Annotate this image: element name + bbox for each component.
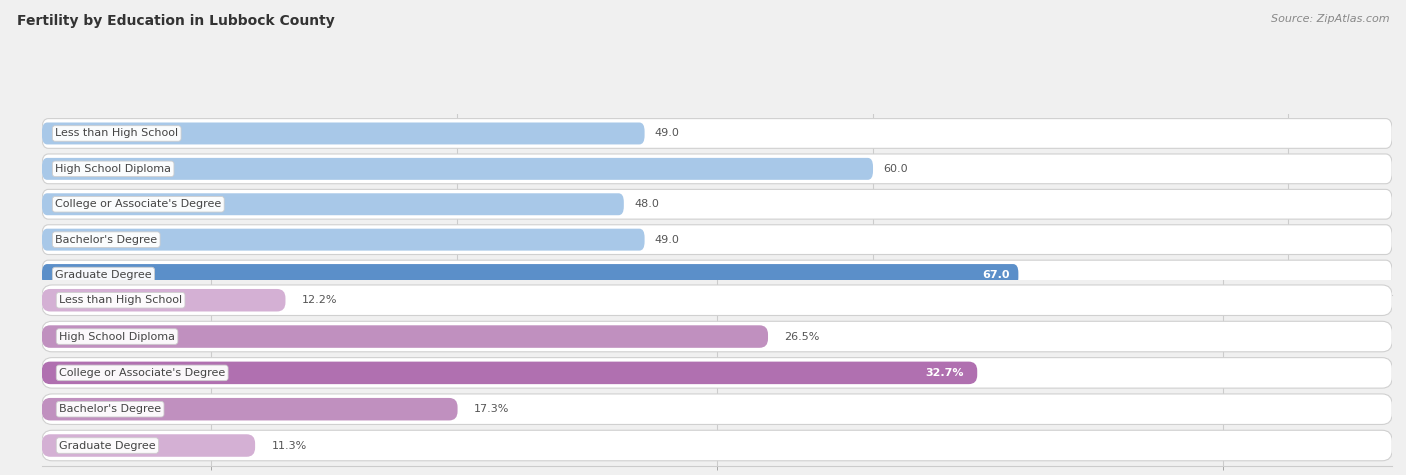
Text: College or Associate's Degree: College or Associate's Degree (55, 199, 221, 209)
FancyBboxPatch shape (42, 158, 873, 180)
FancyBboxPatch shape (42, 358, 1392, 388)
Text: Graduate Degree: Graduate Degree (59, 440, 156, 450)
Text: Bachelor's Degree: Bachelor's Degree (55, 235, 157, 245)
Text: Source: ZipAtlas.com: Source: ZipAtlas.com (1271, 14, 1389, 24)
Text: 60.0: 60.0 (883, 164, 908, 174)
Text: 11.3%: 11.3% (271, 440, 307, 450)
FancyBboxPatch shape (42, 321, 1392, 352)
FancyBboxPatch shape (42, 260, 1392, 290)
FancyBboxPatch shape (42, 264, 1018, 286)
Text: High School Diploma: High School Diploma (55, 164, 172, 174)
Text: Fertility by Education in Lubbock County: Fertility by Education in Lubbock County (17, 14, 335, 28)
Text: College or Associate's Degree: College or Associate's Degree (59, 368, 225, 378)
Text: Less than High School: Less than High School (59, 295, 183, 305)
Text: High School Diploma: High School Diploma (59, 332, 176, 342)
Text: 48.0: 48.0 (634, 199, 659, 209)
FancyBboxPatch shape (42, 361, 977, 384)
FancyBboxPatch shape (42, 190, 1392, 219)
Text: 32.7%: 32.7% (925, 368, 963, 378)
FancyBboxPatch shape (42, 123, 644, 144)
FancyBboxPatch shape (42, 394, 1392, 425)
Text: 17.3%: 17.3% (474, 404, 509, 414)
FancyBboxPatch shape (42, 289, 285, 312)
Text: 49.0: 49.0 (655, 235, 679, 245)
FancyBboxPatch shape (42, 193, 624, 215)
Text: 26.5%: 26.5% (785, 332, 820, 342)
FancyBboxPatch shape (42, 434, 254, 457)
FancyBboxPatch shape (42, 228, 644, 251)
FancyBboxPatch shape (42, 285, 1392, 315)
Text: 12.2%: 12.2% (302, 295, 337, 305)
Text: Graduate Degree: Graduate Degree (55, 270, 152, 280)
Text: Less than High School: Less than High School (55, 128, 179, 139)
Text: Bachelor's Degree: Bachelor's Degree (59, 404, 162, 414)
Text: 49.0: 49.0 (655, 128, 679, 139)
FancyBboxPatch shape (42, 154, 1392, 184)
FancyBboxPatch shape (42, 398, 457, 420)
FancyBboxPatch shape (42, 325, 768, 348)
FancyBboxPatch shape (42, 119, 1392, 148)
FancyBboxPatch shape (42, 430, 1392, 461)
Text: 67.0: 67.0 (983, 270, 1010, 280)
FancyBboxPatch shape (42, 225, 1392, 255)
